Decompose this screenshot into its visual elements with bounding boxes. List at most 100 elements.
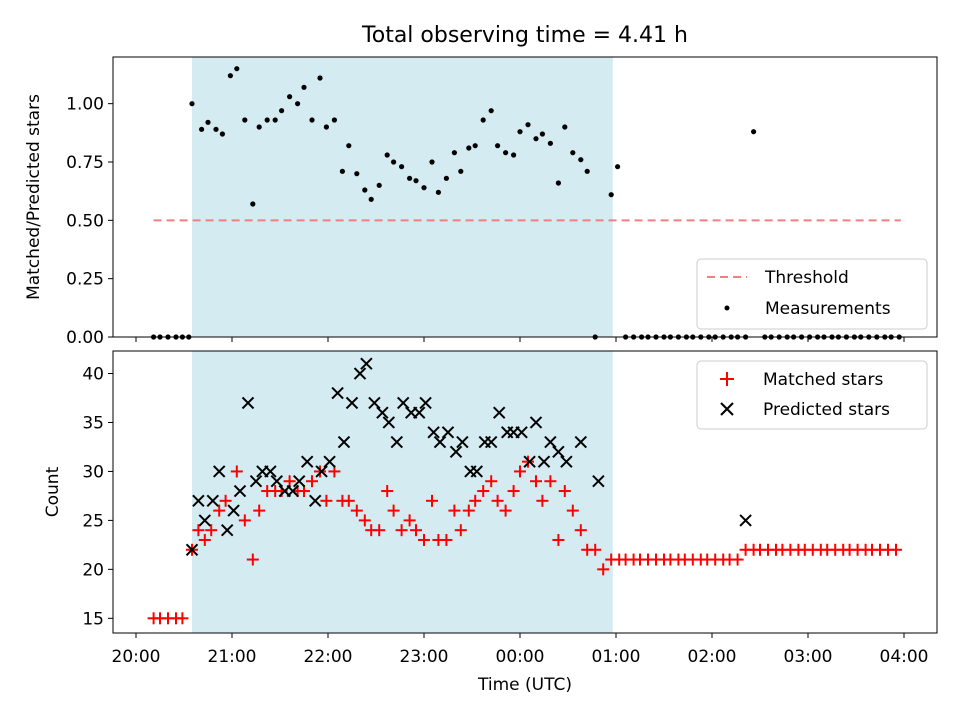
legend-matched-label: Matched stars xyxy=(763,370,883,390)
predicted-star-point xyxy=(198,514,212,527)
bottom-x-ticks: 20:00 21:00 22:00 23:00 00:00 01:00 02:00 03:00… xyxy=(112,633,929,667)
bottom-y-tick-label: 35 xyxy=(82,413,104,433)
measurement-point xyxy=(339,168,345,174)
measurement-point xyxy=(466,145,472,151)
measurement-point xyxy=(242,117,248,123)
matched-star-point xyxy=(566,504,579,517)
top-y-tick-label: 1.00 xyxy=(66,95,104,115)
predicted-star-point xyxy=(390,435,404,449)
legend-predicted-swatch xyxy=(720,402,734,416)
measurement-point xyxy=(458,168,464,174)
legend-matched-swatch xyxy=(720,372,734,386)
matched-star-point xyxy=(246,553,259,566)
matched-star-point xyxy=(198,533,211,546)
x-tick-label: 02:00 xyxy=(688,647,737,667)
top-legend-box xyxy=(696,258,928,330)
predicted-stars-points xyxy=(185,357,752,556)
legend-measurements-label: Measurements xyxy=(765,299,891,319)
matched-star-point xyxy=(597,563,610,576)
matched-star-point xyxy=(544,475,557,488)
predicted-star-point xyxy=(185,543,199,556)
measurement-point xyxy=(407,175,413,181)
top-y-tick-label: 0.25 xyxy=(66,270,104,290)
matched-star-point xyxy=(536,494,549,507)
x-tick-label: 20:00 xyxy=(112,647,161,667)
bottom-y-tick-label: 30 xyxy=(82,462,104,482)
predicted-star-point xyxy=(537,455,551,468)
measurement-point xyxy=(384,152,390,158)
measurement-point xyxy=(256,124,262,130)
matched-star-point xyxy=(350,504,363,517)
bottom-y-tick-label: 40 xyxy=(82,365,104,385)
matched-star-point xyxy=(507,485,520,498)
predicted-star-point xyxy=(300,455,314,468)
predicted-star-point xyxy=(264,465,277,478)
predicted-star-point xyxy=(739,514,752,527)
measurement-point xyxy=(376,182,382,188)
matched-star-point xyxy=(395,524,408,537)
predicted-star-point xyxy=(470,465,484,478)
measurement-point xyxy=(525,122,531,128)
measurement-point xyxy=(539,131,546,137)
x-tick-label: 01:00 xyxy=(592,647,641,667)
predicted-star-point xyxy=(192,494,205,508)
predicted-star-point xyxy=(419,396,432,410)
measurement-point xyxy=(429,159,435,165)
predicted-star-point xyxy=(233,484,247,498)
matched-star-point xyxy=(381,485,394,498)
measurement-point xyxy=(317,75,323,81)
predicted-star-point xyxy=(433,435,447,449)
measurement-point xyxy=(584,168,590,174)
matched-star-point xyxy=(462,504,475,517)
measurement-point xyxy=(751,129,757,135)
bottom-y-tick-label: 25 xyxy=(82,511,104,531)
top-y-tick-label: 0.00 xyxy=(66,328,104,348)
measurement-point xyxy=(346,143,352,149)
x-tick-label: 03:00 xyxy=(784,647,833,667)
measurement-point xyxy=(279,108,285,114)
matched-star-point xyxy=(558,485,571,498)
x-tick-label: 23:00 xyxy=(400,647,449,667)
predicted-star-point xyxy=(574,435,588,449)
measurement-point xyxy=(189,101,195,107)
matched-star-point xyxy=(477,485,490,498)
bottom-axes-frame xyxy=(112,350,938,634)
matched-stars-points xyxy=(147,455,902,625)
measurement-point xyxy=(250,201,256,207)
measurement-point xyxy=(323,124,329,130)
predicted-star-point xyxy=(323,455,336,468)
predicted-star-point xyxy=(492,406,506,419)
matched-star-point xyxy=(403,514,416,527)
measurement-point xyxy=(205,119,211,125)
predicted-star-point xyxy=(396,396,410,410)
matched-star-point xyxy=(358,514,371,527)
top-y-axis-label: Matched/Predicted stars xyxy=(24,94,44,300)
predicted-star-point xyxy=(484,435,498,449)
matched-star-point xyxy=(342,494,355,507)
measurement-point xyxy=(399,164,405,170)
predicted-star-point xyxy=(523,455,536,468)
measurement-point xyxy=(435,189,441,195)
bottom-y-tick-label: 20 xyxy=(82,560,104,580)
matched-star-point xyxy=(253,504,266,517)
matched-star-point xyxy=(530,475,542,488)
predicted-star-point xyxy=(227,504,240,517)
x-tick-label: 21:00 xyxy=(208,647,257,667)
predicted-star-point xyxy=(286,484,300,498)
matched-star-point xyxy=(176,612,189,625)
matched-star-point xyxy=(522,455,534,468)
matched-star-point xyxy=(418,533,430,546)
matched-star-point xyxy=(219,494,232,507)
measurement-point xyxy=(219,131,225,137)
predicted-star-point xyxy=(592,475,605,488)
predicted-star-point xyxy=(360,357,373,370)
measurement-point xyxy=(488,108,494,114)
matched-star-point xyxy=(454,524,467,537)
legend-predicted-label: Predicted stars xyxy=(763,400,890,420)
matched-star-point xyxy=(440,533,453,546)
measurement-point xyxy=(472,143,478,149)
measurement-point xyxy=(227,73,233,79)
top-legend: Threshold Measurements xyxy=(696,258,928,330)
predicted-star-point xyxy=(529,416,543,429)
matched-star-point xyxy=(491,494,504,507)
